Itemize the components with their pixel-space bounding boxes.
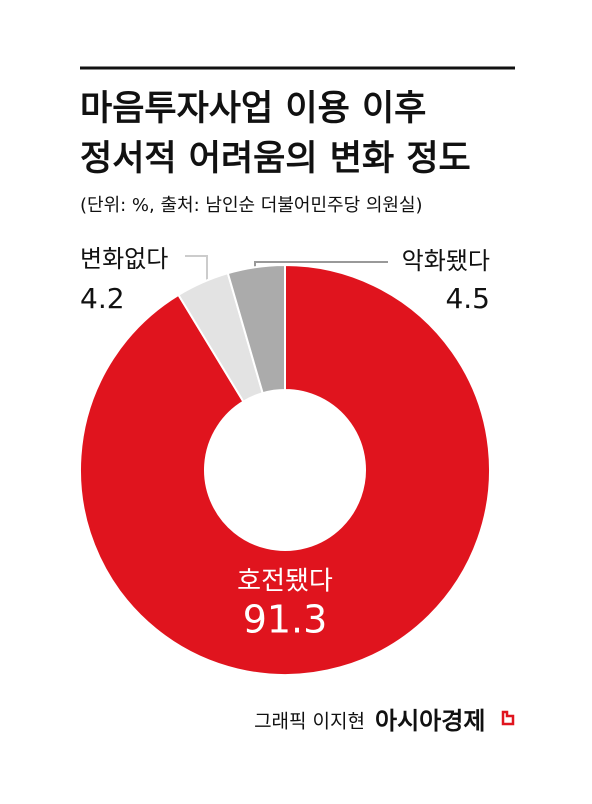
slice-label: 변화없다 — [80, 245, 168, 273]
slice-value: 4.2 — [80, 282, 125, 315]
chart-title: 정서적 어려움의 변화 정도 — [80, 139, 471, 179]
slice-value: 91.3 — [243, 598, 328, 642]
slice — [226, 263, 286, 395]
slice-value: 4.5 — [445, 282, 490, 315]
chart-title: 마음투자사업 이용 이후 — [80, 89, 426, 129]
brand: 아시아경제 — [375, 707, 485, 735]
leader-line — [185, 255, 208, 288]
slice — [79, 263, 491, 676]
slice-label: 호전됐다 — [237, 567, 333, 597]
slice-label: 악화됐다 — [402, 247, 490, 275]
subtitle: (단위: %, 출처: 남인순 더불어민주당 의원실) — [80, 195, 423, 216]
brand-icon — [501, 710, 515, 726]
credit: 그래픽 이지현 — [254, 711, 365, 733]
